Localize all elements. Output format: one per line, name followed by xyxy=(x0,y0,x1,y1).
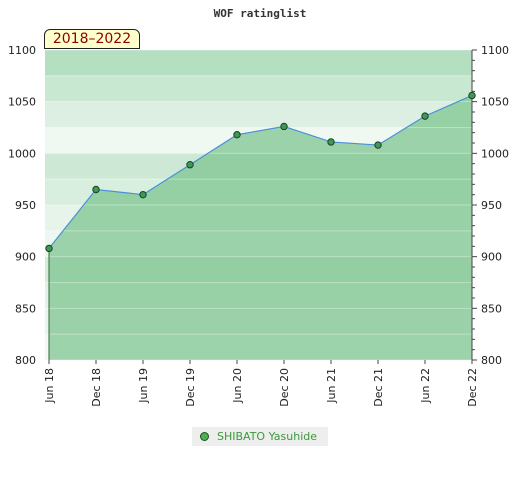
x-tick-label: Dec 19 xyxy=(184,368,197,407)
data-point xyxy=(280,122,288,131)
y-tick-label-left: 950 xyxy=(15,199,36,212)
data-point xyxy=(421,112,429,120)
x-tick-label: Jun 18 xyxy=(43,368,56,404)
points-layer xyxy=(45,91,476,253)
legend-label: SHIBATO Yasuhide xyxy=(217,430,318,443)
data-point xyxy=(139,190,147,199)
data-point xyxy=(374,141,382,149)
y-tick-label-left: 1000 xyxy=(8,147,36,160)
rating-line xyxy=(48,94,473,249)
axes-layer: 800 800 850 850 900 900 950 950 1000 1000 1050 1050… xyxy=(8,44,509,407)
background-band xyxy=(45,101,472,128)
data-point xyxy=(468,91,476,100)
x-tick-label: Jun 20 xyxy=(231,368,244,404)
y-tick-label-right: 950 xyxy=(481,199,502,212)
area-layer xyxy=(49,95,472,360)
y-tick-label-right: 1000 xyxy=(481,147,509,160)
period-badge: 2018–2022 xyxy=(44,29,140,49)
x-tick-label: Dec 22 xyxy=(466,368,479,407)
legend-marker-icon xyxy=(200,432,209,441)
data-point xyxy=(92,185,100,194)
chart-title: WOF ratinglist xyxy=(214,7,307,20)
x-tick-label: Jun 22 xyxy=(419,368,432,404)
y-tick-label-right: 900 xyxy=(481,251,502,264)
background-band xyxy=(45,75,472,102)
y-tick-label-left: 900 xyxy=(15,251,36,264)
y-tick-label-left: 850 xyxy=(15,302,36,315)
x-tick-label: Dec 20 xyxy=(278,368,291,407)
y-tick-label-right: 850 xyxy=(481,302,502,315)
x-tick-label: Jun 19 xyxy=(137,368,150,404)
legend[interactable]: SHIBATO Yasuhide xyxy=(192,427,328,446)
background-band xyxy=(45,50,472,76)
data-point xyxy=(233,131,241,139)
y-tick-label-right: 800 xyxy=(481,354,502,367)
y-tick-label-left: 800 xyxy=(15,354,36,367)
grid-layer xyxy=(45,49,472,361)
y-tick-label-right: 1050 xyxy=(481,96,509,109)
data-point xyxy=(327,138,335,146)
x-tick-label: Dec 18 xyxy=(90,368,103,407)
data-point xyxy=(186,161,194,169)
y-tick-label-left: 1050 xyxy=(8,96,36,109)
y-tick-label-right: 1100 xyxy=(481,44,509,57)
y-tick-label-left: 1100 xyxy=(8,44,36,57)
x-tick-label: Dec 21 xyxy=(372,368,385,407)
data-point xyxy=(45,244,53,253)
x-tick-label: Jun 21 xyxy=(325,368,338,404)
rating-area xyxy=(49,95,472,360)
